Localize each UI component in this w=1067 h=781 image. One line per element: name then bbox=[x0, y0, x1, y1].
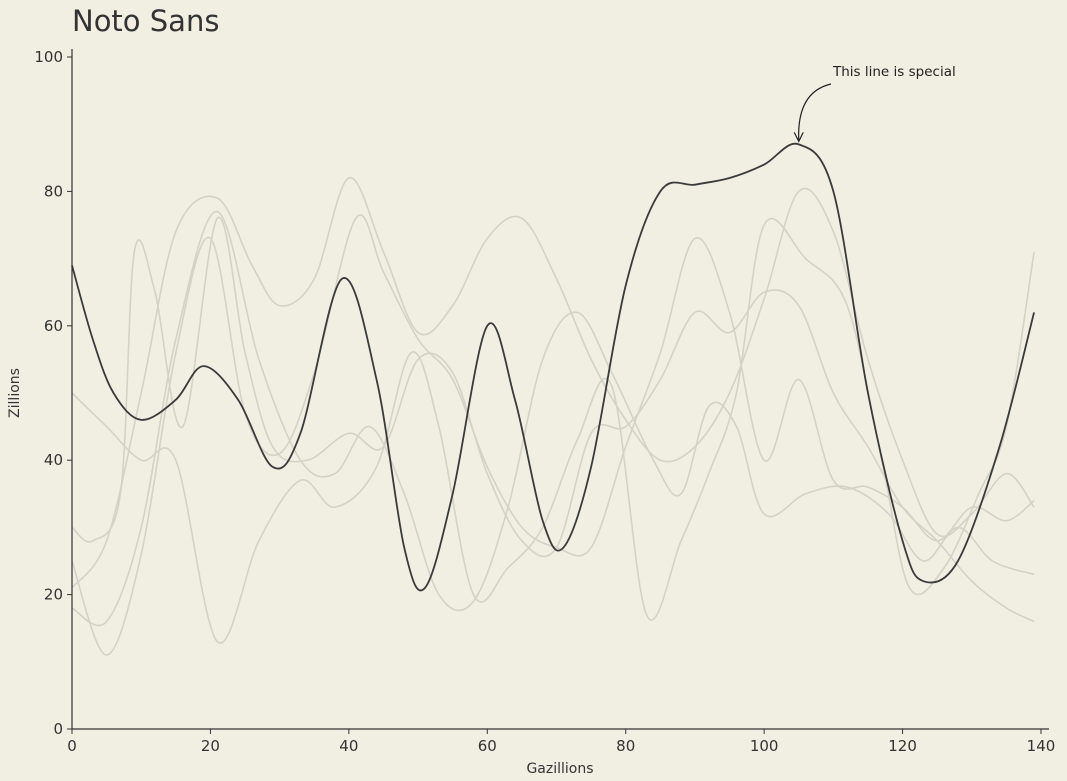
series-line-highlighted bbox=[71, 142, 1035, 592]
series-line-4 bbox=[71, 210, 1035, 627]
series-line-2 bbox=[71, 216, 1035, 623]
x-axis-label: Gazillions bbox=[526, 761, 593, 777]
y-tick-label: 100 bbox=[34, 48, 63, 66]
x-tick-label: 40 bbox=[339, 737, 358, 755]
x-tick-label: 140 bbox=[1027, 737, 1056, 755]
axes bbox=[71, 49, 1049, 730]
y-tick-label: 20 bbox=[44, 586, 63, 604]
series-layer bbox=[71, 142, 1035, 656]
y-axis-label: Zillions bbox=[7, 368, 23, 418]
x-tick-label: 0 bbox=[67, 737, 77, 755]
x-tick-label: 20 bbox=[201, 737, 220, 755]
series-line-5 bbox=[71, 217, 1035, 644]
y-tick-label: 80 bbox=[44, 182, 63, 200]
x-tick-label: 60 bbox=[478, 737, 497, 755]
x-tick-label: 120 bbox=[888, 737, 917, 755]
x-tick-label: 100 bbox=[750, 737, 779, 755]
y-tick-label: 40 bbox=[44, 451, 63, 469]
y-tick-label: 0 bbox=[53, 720, 63, 738]
x-tick-label: 80 bbox=[616, 737, 635, 755]
annotation-text: This line is special bbox=[832, 64, 956, 80]
chart-title: Noto Sans bbox=[72, 4, 219, 38]
series-line-1 bbox=[71, 177, 1035, 589]
y-tick-label: 60 bbox=[44, 317, 63, 335]
annotation-arrow bbox=[798, 83, 832, 141]
ticks: 0 20 40 60 80 100 120 140 0 20 40 60 80 100 bbox=[34, 48, 1055, 755]
annotation: This line is special bbox=[793, 64, 956, 143]
annotation-arrowhead bbox=[793, 132, 804, 143]
series-line-3 bbox=[71, 214, 1035, 656]
